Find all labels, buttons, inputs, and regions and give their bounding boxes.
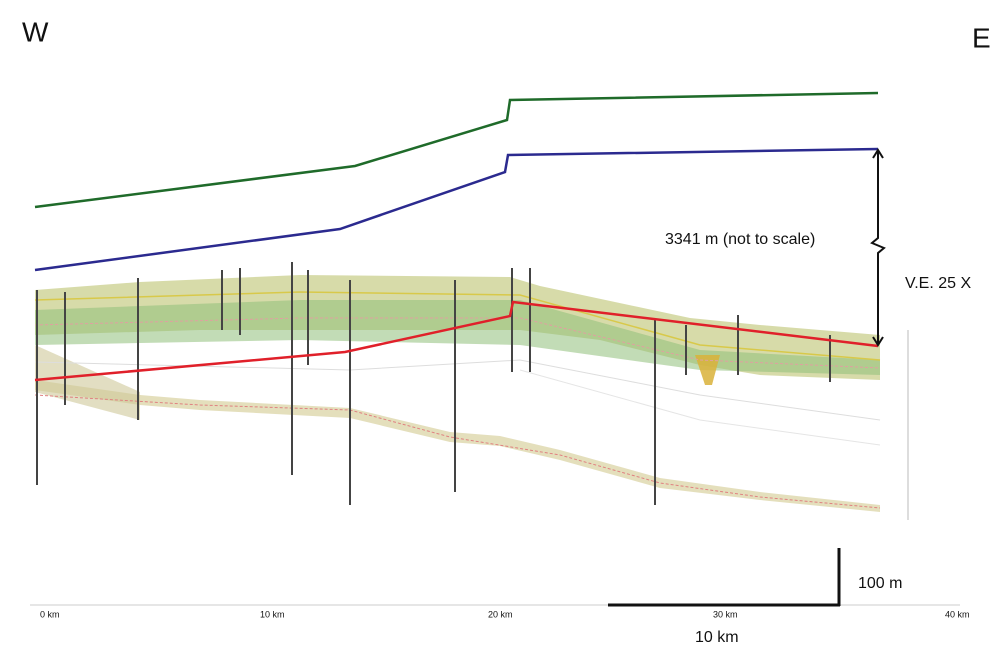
- axis-label: 40 km: [945, 609, 970, 619]
- west-label: W: [22, 16, 49, 47]
- cross-section: 0 km 10 km 20 km 30 km 40 km W E 3341 m …: [0, 0, 1004, 653]
- horizontal-scale-label: 10 km: [695, 629, 739, 646]
- vertical-scale-label: 100 m: [858, 575, 902, 592]
- axis-label: 10 km: [260, 609, 285, 619]
- thickness-label: 3341 m (not to scale): [665, 231, 815, 248]
- axis-label: 20 km: [488, 609, 513, 619]
- page: 0 km 10 km 20 km 30 km 40 km W E 3341 m …: [0, 0, 1004, 653]
- axis-label: 30 km: [713, 609, 738, 619]
- ve-label: V.E. 25 X: [905, 275, 971, 292]
- east-label: E: [972, 22, 991, 53]
- axis-label: 0 km: [40, 609, 60, 619]
